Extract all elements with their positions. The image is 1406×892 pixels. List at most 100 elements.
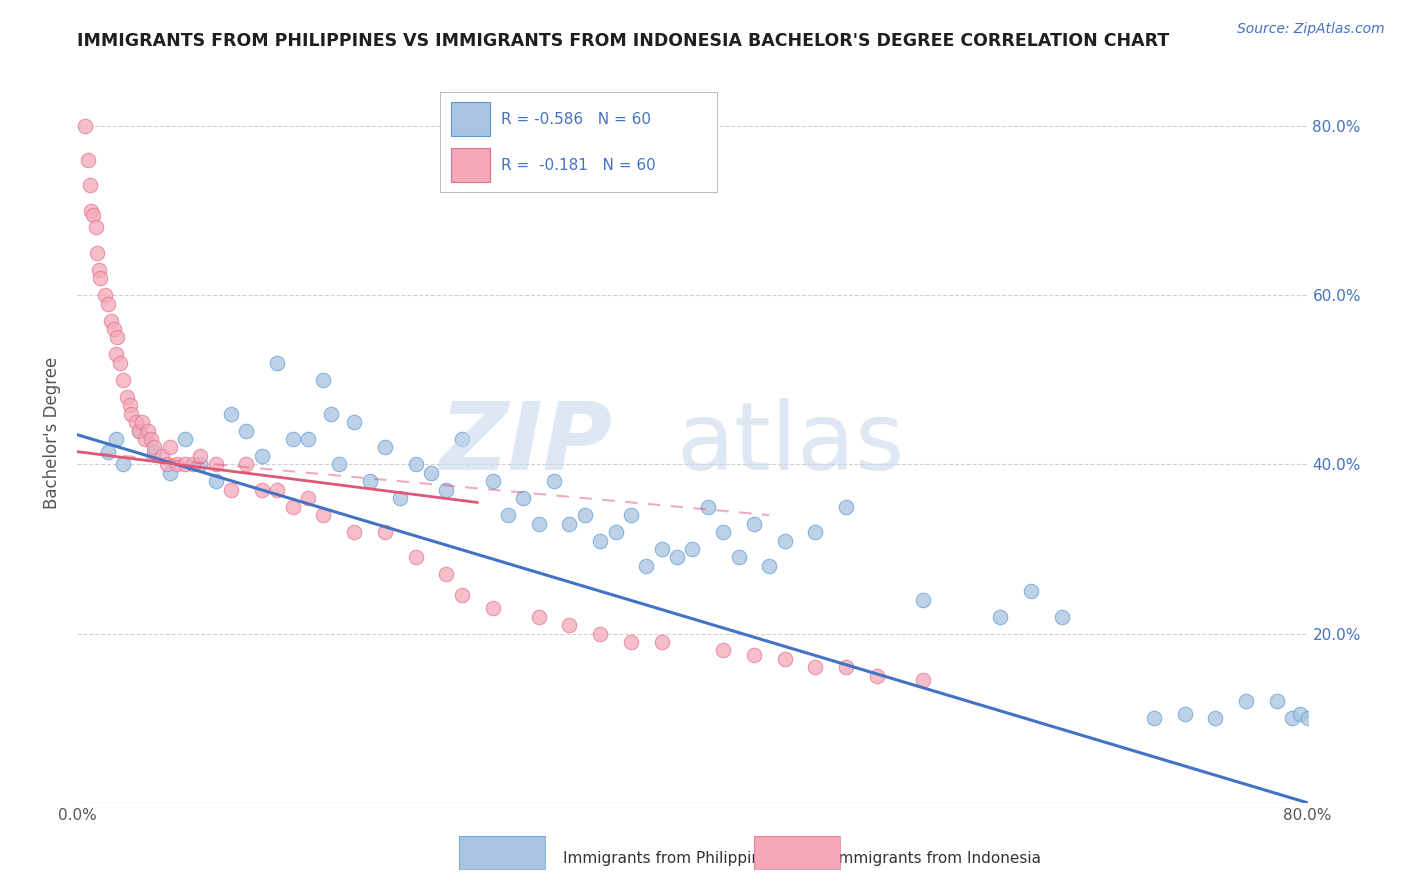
Point xyxy=(188,458,212,472)
Point xyxy=(131,415,153,429)
Point xyxy=(405,550,427,565)
Point xyxy=(666,550,689,565)
Point xyxy=(328,458,350,472)
Point xyxy=(281,500,304,514)
Point xyxy=(159,466,181,480)
Point xyxy=(696,500,718,514)
Point xyxy=(1050,609,1073,624)
Point xyxy=(450,589,472,603)
Y-axis label: Bachelor's Degree: Bachelor's Degree xyxy=(44,357,62,508)
Point xyxy=(742,648,765,662)
Point xyxy=(481,475,503,489)
Point xyxy=(481,601,503,615)
Text: Immigrants from Indonesia: Immigrants from Indonesia xyxy=(834,851,1040,866)
Point xyxy=(235,424,257,438)
Point xyxy=(204,475,226,489)
Point xyxy=(80,203,103,218)
Point xyxy=(188,449,212,463)
Point xyxy=(219,407,242,421)
Point xyxy=(1143,711,1166,725)
Point xyxy=(1019,584,1042,599)
Point xyxy=(297,432,319,446)
Point xyxy=(128,424,150,438)
Point xyxy=(436,567,458,582)
Point xyxy=(620,635,643,649)
Point xyxy=(773,533,796,548)
Point xyxy=(1289,706,1312,721)
Point xyxy=(112,458,135,472)
Point xyxy=(727,550,749,565)
Point xyxy=(636,558,658,573)
Point xyxy=(150,449,173,463)
Point xyxy=(742,516,765,531)
Point xyxy=(181,458,204,472)
Point xyxy=(100,313,122,327)
Point xyxy=(250,449,273,463)
Point xyxy=(143,444,166,458)
Point xyxy=(359,475,381,489)
Point xyxy=(97,444,120,458)
Text: Immigrants from Philippines: Immigrants from Philippines xyxy=(564,851,779,866)
Point xyxy=(420,466,443,480)
Point xyxy=(527,516,550,531)
Point xyxy=(166,458,188,472)
Point xyxy=(605,524,627,539)
Point xyxy=(136,424,159,438)
Point xyxy=(804,524,827,539)
Point xyxy=(1281,711,1303,725)
Point xyxy=(912,592,935,607)
Point xyxy=(374,524,396,539)
Point xyxy=(82,208,104,222)
Point xyxy=(155,458,177,472)
Point xyxy=(174,432,197,446)
Point xyxy=(125,415,148,429)
Point xyxy=(912,673,935,687)
Point xyxy=(450,432,472,446)
Point xyxy=(589,533,612,548)
Point xyxy=(543,475,565,489)
Point xyxy=(297,491,319,506)
Point xyxy=(266,483,288,497)
Point xyxy=(312,373,335,387)
Point xyxy=(128,424,150,438)
Point xyxy=(620,508,643,522)
Point xyxy=(104,347,127,361)
Point xyxy=(343,524,366,539)
Point xyxy=(389,491,412,506)
Point xyxy=(496,508,519,522)
Point xyxy=(589,626,612,640)
Point xyxy=(120,407,142,421)
Point xyxy=(1296,711,1319,725)
Point xyxy=(204,458,226,472)
Point xyxy=(110,356,132,370)
Point xyxy=(866,669,889,683)
Point xyxy=(94,288,117,302)
Point xyxy=(250,483,273,497)
Point xyxy=(988,609,1011,624)
Point xyxy=(1234,694,1257,708)
Point xyxy=(343,415,366,429)
Point xyxy=(87,262,110,277)
Point xyxy=(1204,711,1226,725)
Text: Source: ZipAtlas.com: Source: ZipAtlas.com xyxy=(1237,22,1385,37)
Point xyxy=(512,491,534,506)
Point xyxy=(103,322,125,336)
Point xyxy=(134,432,156,446)
Point xyxy=(1174,706,1197,721)
Point xyxy=(89,271,111,285)
Point xyxy=(159,441,181,455)
Point xyxy=(73,119,96,133)
Point xyxy=(174,458,197,472)
Point xyxy=(104,432,127,446)
Point xyxy=(77,153,100,167)
Point xyxy=(558,516,581,531)
Point xyxy=(112,373,135,387)
Point xyxy=(141,432,163,446)
Text: IMMIGRANTS FROM PHILIPPINES VS IMMIGRANTS FROM INDONESIA BACHELOR'S DEGREE CORRE: IMMIGRANTS FROM PHILIPPINES VS IMMIGRANT… xyxy=(77,32,1170,50)
Point xyxy=(105,330,128,344)
Point xyxy=(84,220,107,235)
Text: ZIP: ZIP xyxy=(440,398,613,490)
Point xyxy=(374,441,396,455)
Point xyxy=(711,524,734,539)
Point xyxy=(115,390,138,404)
